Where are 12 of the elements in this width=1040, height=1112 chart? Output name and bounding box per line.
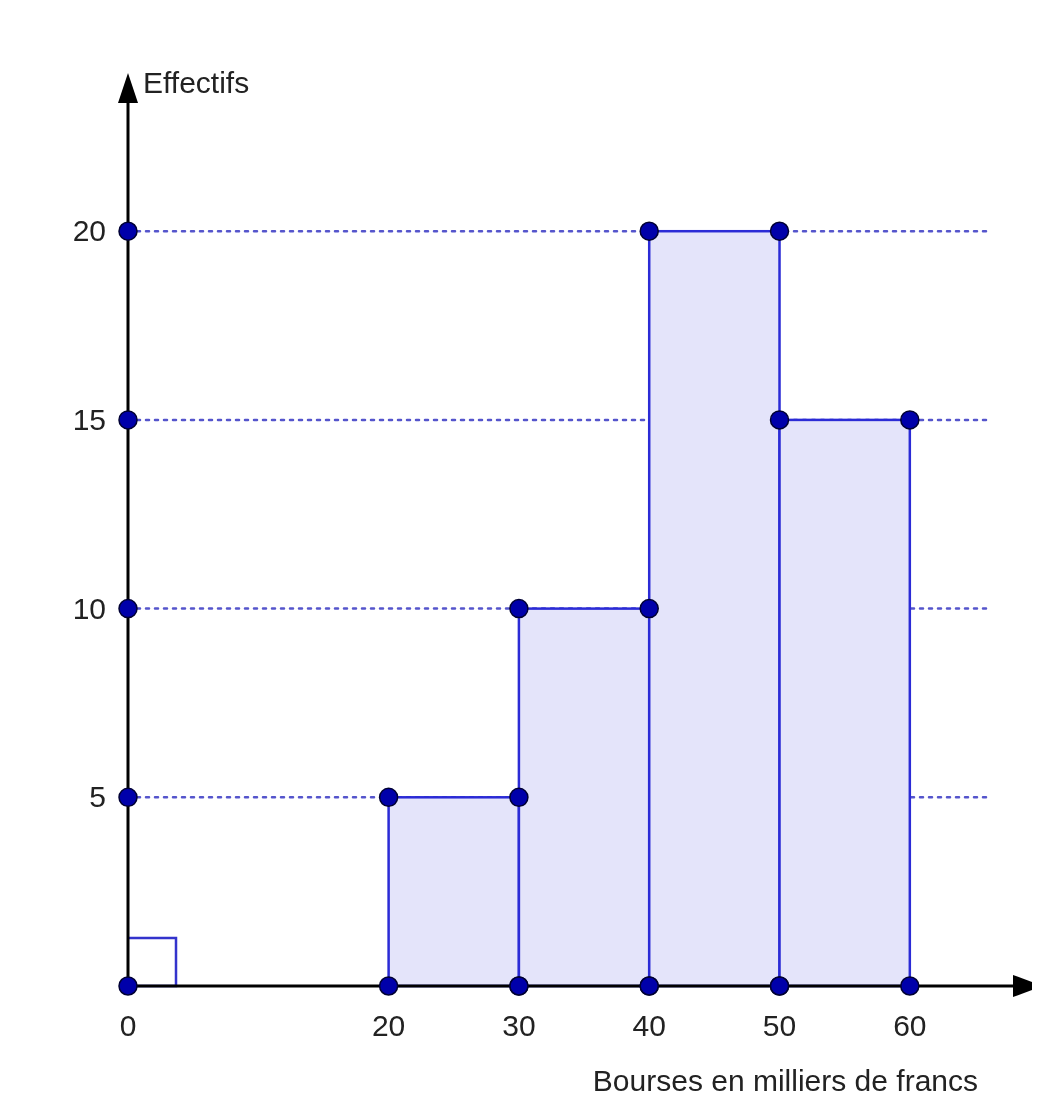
x-axis-title: Bourses en milliers de francs [592, 1064, 978, 1097]
y-tick-label: 5 [89, 780, 106, 814]
x-tick-label: 40 [632, 1009, 666, 1042]
y-tick-label: 15 [72, 402, 106, 436]
y-tick-label: 10 [72, 591, 106, 625]
x-tick-label: 50 [762, 1009, 797, 1042]
x-tick-label: 0 [119, 1009, 137, 1042]
x-tick-label: 30 [502, 1009, 536, 1042]
x-tick-label: 60 [893, 1009, 927, 1042]
y-axis-title: Effectifs [143, 66, 250, 99]
x-tick-label: 20 [371, 1009, 406, 1042]
y-tick-label: 20 [72, 214, 106, 248]
